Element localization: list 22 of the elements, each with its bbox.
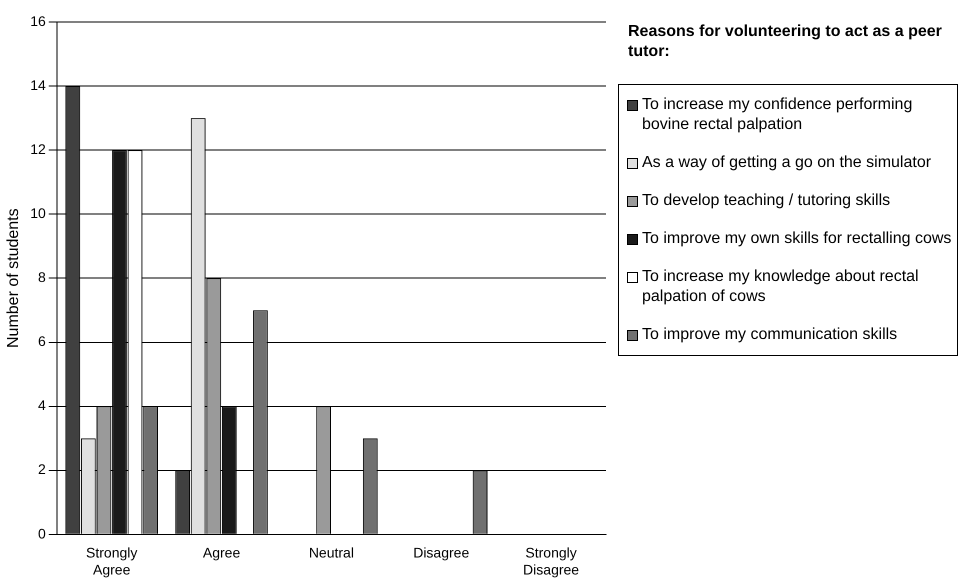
legend-label: To increase my confidence performing bovine rectal palpation <box>642 95 914 135</box>
y-tick-label: 6 <box>38 333 46 350</box>
y-tick-label: 10 <box>30 205 46 222</box>
legend-label: To improve my communication skills <box>642 325 898 345</box>
y-tick-label: 4 <box>38 397 46 414</box>
y-axis-title: Number of students <box>5 208 22 348</box>
x-tick-label: Strongly Disagree <box>523 544 580 578</box>
y-tick-label: 14 <box>30 76 46 93</box>
text: To increase my knowledge about rectal palpation of cows <box>642 267 920 307</box>
y-tick-label: 0 <box>38 525 46 542</box>
x-tick-label: Strongly Agree <box>86 544 138 578</box>
legend-label: To improve my own skills for rectalling cows <box>642 229 952 249</box>
legend-title: Reasons for volunteering to act as a peer tutor: <box>628 22 943 62</box>
legend-label: As a way of getting a go on the simulator <box>642 153 932 173</box>
y-tick-label: 2 <box>38 461 46 478</box>
x-tick-label: Neutral <box>308 544 354 561</box>
legend-label: To develop teaching / tutoring skills <box>642 191 890 211</box>
x-tick-label: Agree <box>202 544 240 561</box>
y-tick-label: 12 <box>30 140 46 157</box>
y-tick-label: 16 <box>30 12 46 29</box>
y-tick-label: 8 <box>38 269 46 286</box>
x-tick-label: Disagree <box>413 544 470 561</box>
